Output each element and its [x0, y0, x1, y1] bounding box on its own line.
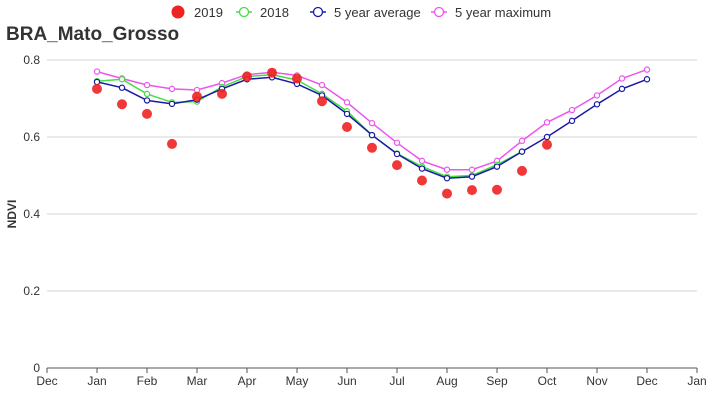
y-tick-label: 0.8 [23, 53, 40, 67]
legend-label-2019: 2019 [194, 5, 223, 20]
data-point-5-year-average [493, 163, 501, 170]
x-tick-label: Jan [87, 374, 106, 388]
data-point-5-year-average [568, 117, 576, 125]
data-point-5-year-average [518, 148, 526, 155]
data-point-2019 [517, 165, 527, 176]
chart-title: BRA_Mato_Grosso [6, 24, 179, 45]
y-axis-title: NDVI [5, 200, 19, 229]
data-point-2019 [92, 83, 102, 94]
legend-swatch-marker-5-year-maximum [433, 6, 445, 18]
data-point-5-year-average [543, 133, 551, 141]
data-point-5-year-average [168, 100, 176, 108]
x-tick-label: Jul [389, 374, 404, 388]
legend: 2019 2018 5 year average 5 year maximum [171, 5, 551, 20]
x-tick-label: Sep [486, 374, 508, 388]
legend-label-5-year-maximum: 5 year maximum [455, 5, 551, 20]
x-tick-label: Apr [238, 374, 257, 388]
data-point-5-year-maximum [468, 166, 476, 173]
data-point-2019 [117, 99, 127, 110]
data-point-2019 [242, 71, 252, 82]
data-point-5-year-average [593, 101, 601, 108]
data-point-5-year-maximum [343, 99, 351, 106]
data-point-5-year-maximum [618, 75, 626, 82]
data-point-2018 [118, 76, 126, 83]
series-line-5-year-average [96, 76, 648, 179]
x-tick-label: Jan [687, 374, 706, 388]
series-line-5-year-maximum [96, 68, 648, 171]
legend-swatch-marker-2018 [238, 6, 250, 18]
data-point-5-year-maximum [393, 139, 401, 146]
legend-label-2018: 2018 [260, 5, 289, 20]
legend-swatch-marker-2019 [171, 5, 185, 19]
data-point-5-year-average [468, 173, 476, 180]
data-point-2019 [192, 91, 202, 102]
data-point-5-year-average [368, 131, 376, 139]
data-point-5-year-average [443, 174, 451, 182]
data-point-5-year-maximum [418, 157, 426, 165]
data-point-2019 [142, 108, 152, 119]
legend-swatch-marker-5-year-average [312, 6, 324, 18]
data-point-2019 [292, 73, 302, 84]
data-point-5-year-average [418, 165, 426, 172]
data-point-2019 [367, 142, 377, 153]
data-point-2019 [317, 96, 327, 107]
data-point-5-year-maximum [93, 68, 101, 75]
x-tick-label: Oct [538, 374, 557, 388]
data-point-2019 [542, 139, 552, 150]
data-point-2019 [417, 175, 427, 186]
y-axis-tick-labels: 0 0.2 0.4 0.6 0.8 [23, 53, 40, 375]
y-tick-label: 0.6 [23, 130, 40, 144]
data-point-5-year-average [643, 76, 651, 83]
data-point-5-year-maximum [443, 166, 451, 173]
x-tick-label: Mar [187, 374, 208, 388]
data-point-5-year-average [343, 110, 351, 118]
x-tick-label: Dec [36, 374, 57, 388]
data-point-5-year-average [618, 85, 626, 93]
data-point-2019 [167, 138, 177, 149]
data-point-2019 [267, 67, 277, 78]
data-point-2019 [492, 184, 502, 195]
data-point-5-year-maximum [168, 85, 176, 93]
data-point-2019 [217, 88, 227, 99]
x-axis-tick-labels: Dec Jan Feb Mar Apr May Jun Jul Aug Sep Oct Nov Dec J… [36, 374, 706, 388]
data-point-5-year-average [93, 78, 101, 86]
data-point-5-year-average [143, 97, 151, 104]
data-point-5-year-maximum [368, 119, 376, 127]
legend-label-5-year-average: 5 year average [334, 5, 421, 20]
y-tick-label: 0.4 [23, 207, 40, 221]
data-point-5-year-maximum [543, 119, 551, 126]
data-point-5-year-average [393, 150, 401, 158]
data-point-2019 [392, 160, 402, 171]
data-point-5-year-average [118, 84, 126, 91]
data-point-2018 [143, 90, 151, 98]
data-point-2019 [442, 188, 452, 199]
y-tick-label: 0.2 [23, 284, 40, 298]
x-tick-label: Feb [137, 374, 158, 388]
y-tick-label: 0 [33, 361, 40, 375]
data-point-5-year-maximum [518, 137, 526, 145]
x-tick-label: May [286, 374, 309, 388]
gridlines [46, 59, 698, 373]
x-tick-label: Dec [636, 374, 657, 388]
x-tick-label: Jun [337, 374, 356, 388]
data-point-5-year-maximum [568, 106, 576, 114]
x-tick-label: Aug [436, 374, 457, 388]
x-tick-label: Nov [586, 374, 607, 388]
series-line-2018 [96, 73, 523, 178]
data-point-5-year-maximum [318, 81, 326, 89]
data-point-2019 [342, 121, 352, 132]
data-point-2019 [467, 185, 477, 196]
series-layer [92, 66, 651, 199]
data-point-5-year-maximum [593, 92, 601, 99]
data-point-5-year-maximum [643, 66, 651, 73]
data-point-5-year-maximum [143, 81, 151, 89]
